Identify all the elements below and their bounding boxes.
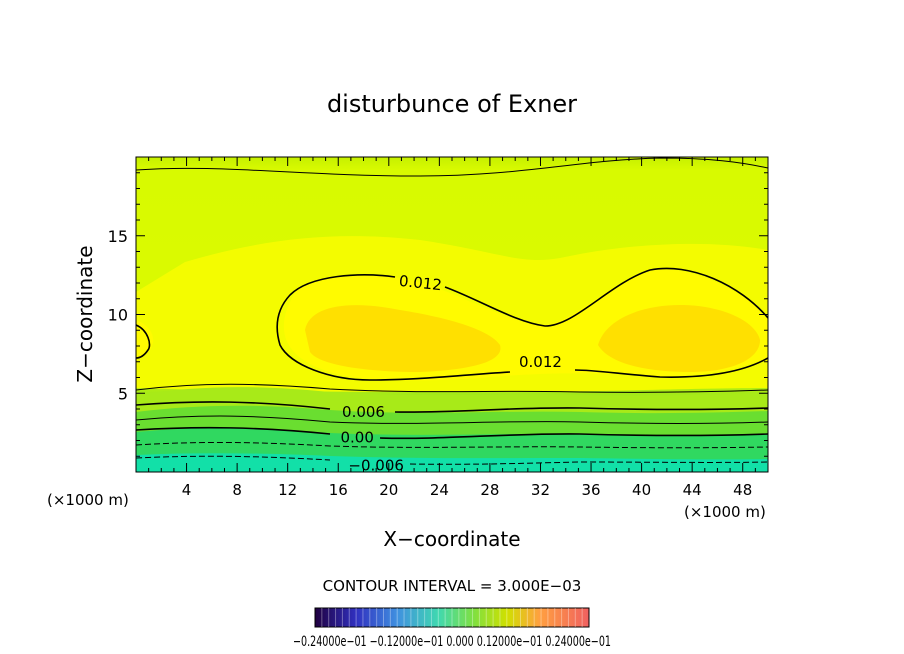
y-tick-label: 15 [108, 227, 128, 246]
contour-0.009 [136, 383, 768, 393]
contour-interval-text: CONTOUR INTERVAL = 3.000E−03 [323, 577, 582, 595]
contour-label: −0.006 [348, 457, 404, 475]
chart-title: disturbunce of Exner [327, 90, 577, 118]
contour-0.006 [136, 401, 768, 413]
x-tick-label: 48 [733, 481, 752, 499]
contour-label: 0.006 [342, 403, 385, 421]
contour-0.012-loop [276, 267, 768, 381]
x-tick-label: 8 [232, 481, 242, 499]
x-unit-right: (×1000 m) [684, 503, 766, 521]
contour-label: 0.00 [340, 428, 373, 446]
colorbar-labels: −0.24000e−01 −0.12000e−01 0.000 0.12000e… [293, 634, 611, 650]
x-axis-label: X−coordinate [383, 527, 520, 551]
contour-0.003 [136, 415, 768, 424]
contour-0.000 [136, 426, 768, 440]
contour-top [136, 157, 768, 177]
plot-area [136, 157, 768, 472]
y-axis-label: Z−coordinate [73, 245, 97, 382]
contour-label: 0.012 [519, 353, 562, 371]
contour-0.012-left [136, 324, 151, 359]
x-tick-label: 36 [581, 481, 600, 499]
x-tick-label: 16 [329, 481, 348, 499]
colorbar-stripes [321, 608, 583, 627]
y-tick-label: 5 [118, 384, 128, 403]
colorbar [314, 607, 590, 628]
x-unit-left: (×1000 m) [47, 491, 129, 509]
y-tick-labels: 5 10 15 [108, 227, 128, 404]
x-tick-label: 4 [182, 481, 192, 499]
x-tick-label: 32 [531, 481, 550, 499]
contour-neg-0.006 [136, 455, 768, 465]
x-tick-label: 24 [430, 481, 449, 499]
x-tick-labels: 4 8 12 16 20 24 28 32 36 40 44 48 [182, 481, 752, 499]
x-tick-label: 20 [379, 481, 398, 499]
contour-label: 0.012 [398, 272, 443, 294]
contour-labels: 0.012 0.012 0.006 0.00 −0.006 [340, 272, 561, 475]
contour-neg-0.003 [136, 441, 768, 449]
x-tick-label: 28 [480, 481, 499, 499]
x-tick-label: 12 [278, 481, 297, 499]
field-band-max-left [305, 305, 501, 372]
x-tick-label: 44 [683, 481, 702, 499]
x-tick-label: 40 [632, 481, 651, 499]
axis-ticks [136, 157, 768, 472]
y-tick-label: 10 [108, 306, 128, 325]
field-band-max-right [598, 305, 760, 372]
